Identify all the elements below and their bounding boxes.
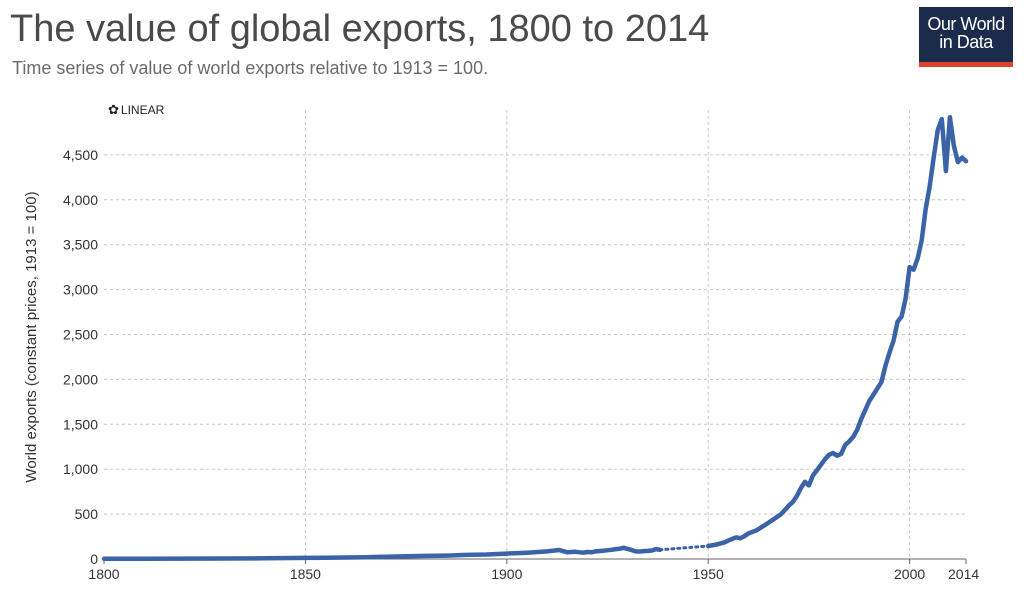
logo-accent-bar bbox=[919, 62, 1013, 67]
y-tick-label: 0 bbox=[90, 551, 98, 567]
y-tick-label: 2,500 bbox=[63, 327, 98, 343]
x-tick-label: 1850 bbox=[290, 566, 321, 582]
y-tick-label: 1,000 bbox=[63, 461, 98, 477]
series-gap-dotted-line bbox=[658, 544, 710, 552]
page-title: The value of global exports, 1800 to 201… bbox=[10, 8, 710, 50]
y-tick-label: 500 bbox=[75, 506, 99, 522]
logo-line-2: in Data bbox=[939, 32, 993, 52]
page-subtitle: Time series of value of world exports re… bbox=[12, 58, 489, 78]
y-tick-label: 1,500 bbox=[63, 416, 98, 432]
gear-icon: ✿ bbox=[108, 102, 119, 117]
y-axis-label: World exports (constant prices, 1913 = 1… bbox=[23, 191, 40, 482]
y-tick-label: 4,500 bbox=[63, 147, 98, 163]
x-tick-label: 2014 bbox=[948, 566, 979, 582]
grid-lines bbox=[104, 110, 966, 559]
x-tick-label: 1900 bbox=[491, 566, 522, 582]
series-line-segment bbox=[101, 545, 663, 562]
scale-toggle-label: LINEAR bbox=[120, 103, 165, 117]
x-tick-label: 2000 bbox=[894, 566, 925, 582]
y-tick-label: 2,000 bbox=[63, 371, 98, 387]
y-tick-label: 3,000 bbox=[63, 282, 98, 298]
x-tick-label: 1950 bbox=[693, 566, 724, 582]
series-line-segment bbox=[705, 114, 969, 549]
y-tick-label: 3,500 bbox=[63, 237, 98, 253]
series-group bbox=[101, 114, 969, 562]
owid-logo[interactable]: Our World in Data bbox=[919, 7, 1013, 67]
y-tick-label: 4,000 bbox=[63, 192, 98, 208]
logo-line-1: Our World bbox=[927, 14, 1005, 34]
scale-toggle-button[interactable]: ✿ LINEAR bbox=[108, 102, 164, 118]
axes: 0 500 1,000 1,500 2,000 2,500 3,000 3,500 4,000 4… bbox=[63, 147, 979, 582]
x-tick-label: 1800 bbox=[88, 566, 119, 582]
